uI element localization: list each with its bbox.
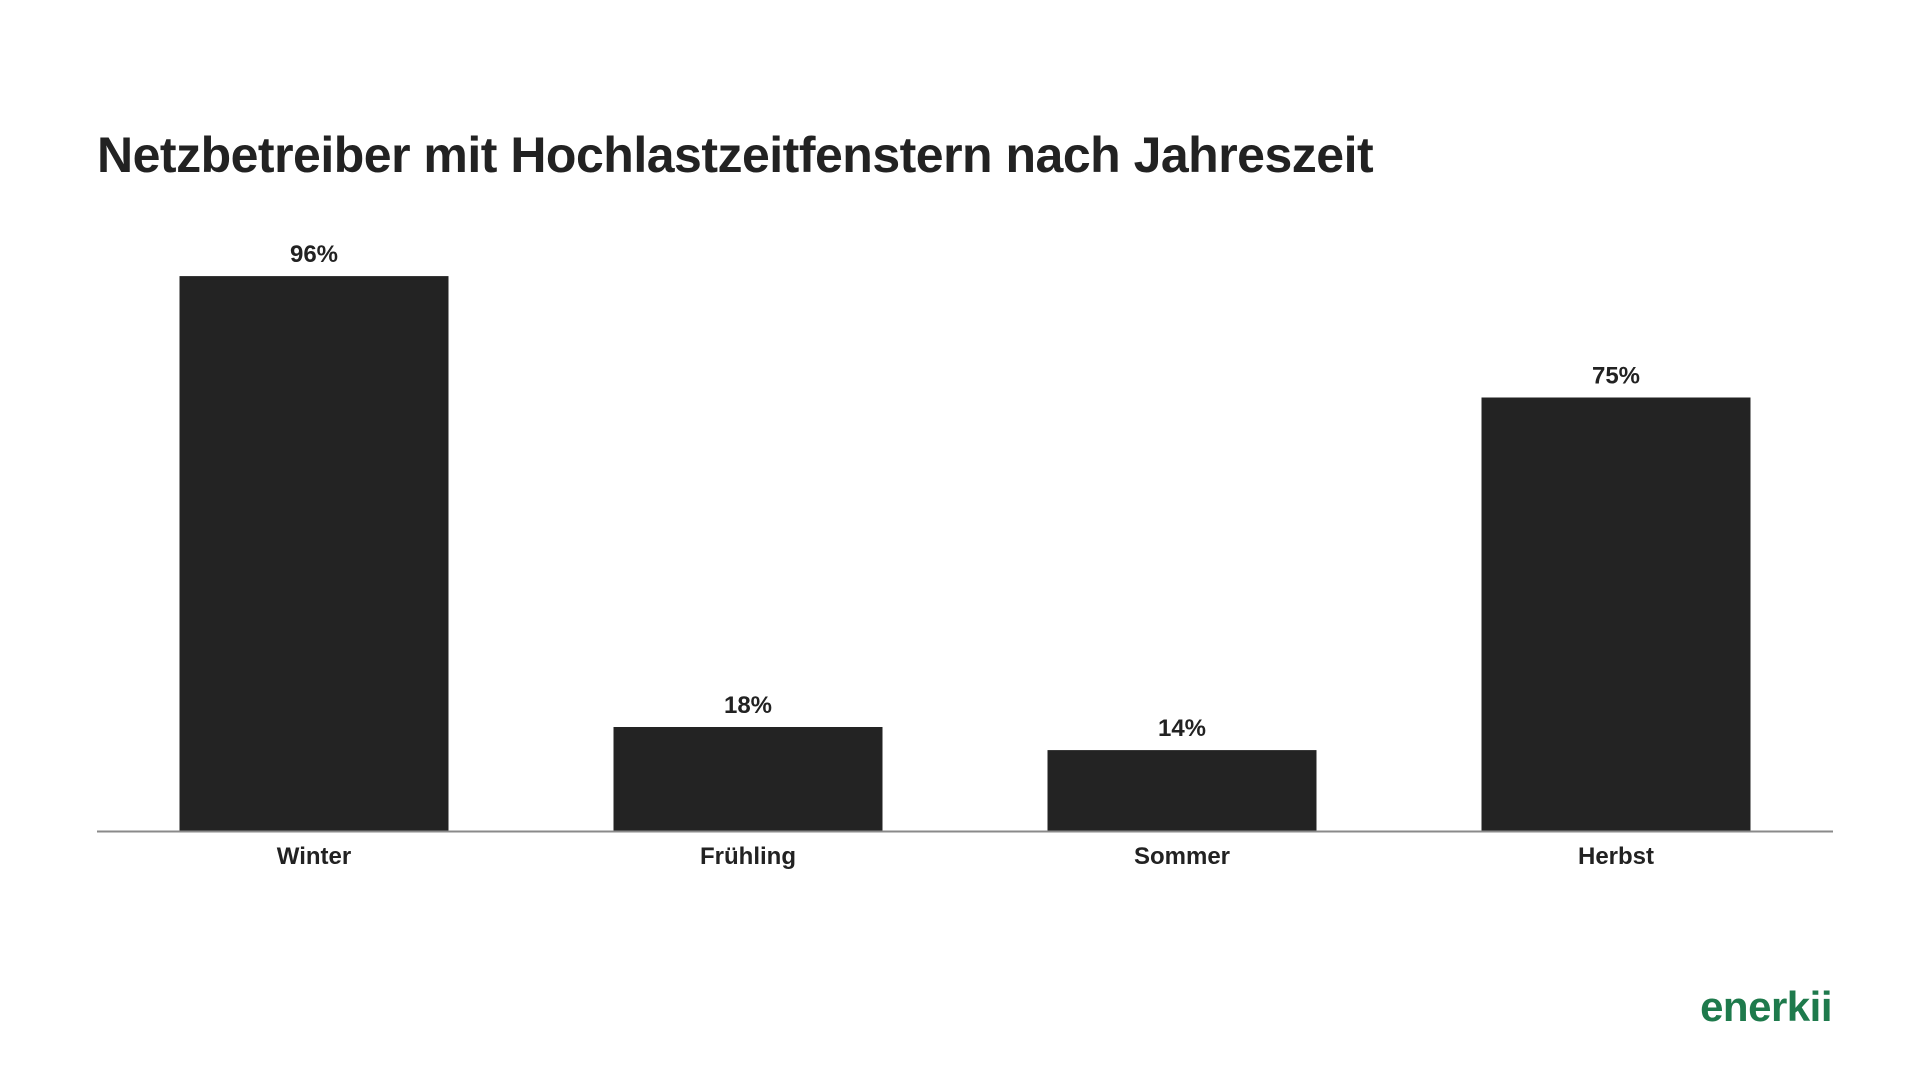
category-label: Winter: [277, 843, 351, 870]
value-label: 14%: [1158, 715, 1206, 742]
category-label: Sommer: [1134, 843, 1230, 870]
category-label: Herbst: [1578, 843, 1654, 870]
chart-title: Netzbetreiber mit Hochlastzeitfenstern n…: [97, 127, 1374, 183]
bar-sommer: [1047, 750, 1317, 831]
value-labels-group: 96% 18% 14% 75%: [290, 241, 1640, 742]
category-label: Frühling: [700, 843, 796, 870]
value-label: 96%: [290, 241, 338, 268]
brand-logo: enerkii: [1700, 983, 1832, 1030]
bar-herbst: [1481, 397, 1751, 831]
bar-frühling: [613, 727, 883, 831]
category-labels-group: Winter Frühling Sommer Herbst: [277, 843, 1654, 870]
value-label: 75%: [1592, 363, 1640, 390]
bar-winter: [179, 276, 449, 832]
bars-group: [179, 276, 1751, 832]
value-label: 18%: [724, 692, 772, 719]
